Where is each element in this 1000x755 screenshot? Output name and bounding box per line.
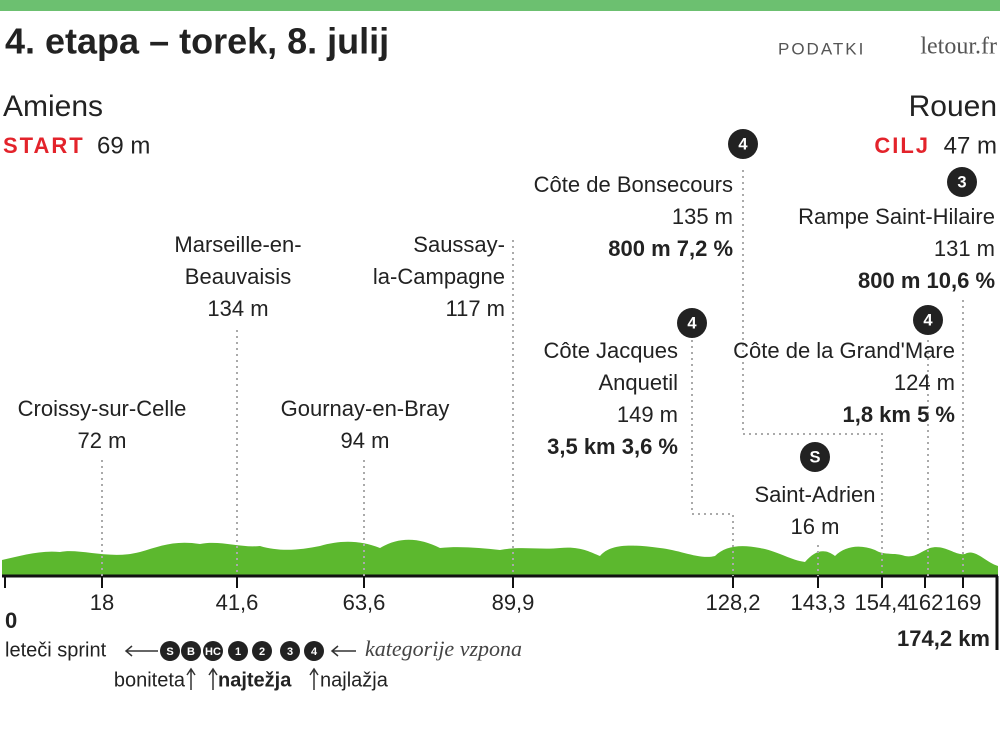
point-climb: 3,5 km 3,6 % — [547, 434, 678, 459]
point-elevation: 131 m — [934, 236, 995, 261]
point-climb: 800 m 7,2 % — [608, 236, 733, 261]
category-badge — [181, 641, 201, 661]
point-name: Côte de la Grand'Mare — [733, 338, 955, 363]
category-label: 2 — [259, 646, 265, 658]
point-elevation: 149 m — [617, 402, 678, 427]
source: letour.fr — [920, 34, 997, 60]
km-label: 18 — [90, 590, 114, 615]
legend-bonus: boniteta — [114, 669, 186, 691]
category-badge — [800, 442, 830, 472]
km-label: 63,6 — [343, 590, 386, 615]
km-label: 41,6 — [216, 590, 259, 615]
point-elevation: 117 m — [445, 296, 505, 321]
point-elevation: 134 m — [207, 296, 268, 321]
category-badge — [280, 641, 300, 661]
legend-easiest: najlažja — [320, 669, 389, 691]
point-elevation: 135 m — [672, 204, 733, 229]
start-label: START — [3, 133, 85, 158]
category-label: 4 — [311, 646, 318, 658]
km-label: 143,3 — [790, 590, 845, 615]
km-label: 169 — [945, 590, 982, 615]
category-badge — [160, 641, 180, 661]
category-label: B — [187, 646, 195, 658]
category-label: 4 — [923, 311, 933, 329]
finish-elevation: 47 m — [944, 132, 997, 159]
km-label: 89,9 — [492, 590, 535, 615]
category-label: S — [809, 448, 820, 466]
legend-arrows — [124, 645, 356, 690]
point-elevation: 124 m — [894, 370, 955, 395]
point-name: Saint-Adrien — [754, 482, 875, 507]
legend-categories: kategorije vzpona — [365, 636, 522, 661]
point-name: la-Campagne — [373, 264, 505, 289]
legend-sprint: leteči sprint — [5, 639, 107, 661]
km-label: 154,4 — [854, 590, 909, 615]
category-badge — [677, 308, 707, 338]
category-badge — [728, 129, 758, 159]
point-elevation: 72 m — [78, 428, 127, 453]
category-badge — [252, 641, 272, 661]
category-label: 4 — [738, 135, 748, 153]
point-name: Rampe Saint-Hilaire — [798, 204, 995, 229]
category-label: S — [166, 646, 173, 658]
finish-label: CILJ — [874, 133, 930, 158]
category-badge — [203, 641, 223, 661]
point-name: Gournay-en-Bray — [281, 396, 450, 421]
category-badge — [913, 305, 943, 335]
point-climb: 1,8 km 5 % — [842, 402, 955, 427]
point-name: Côte Jacques — [543, 338, 678, 363]
category-label: 3 — [287, 646, 293, 658]
top-bar — [0, 0, 1000, 11]
category-label: 1 — [235, 646, 241, 658]
point-elevation: 16 m — [791, 514, 840, 539]
point-name: Anquetil — [598, 370, 678, 395]
leader-line — [691, 340, 734, 576]
total-distance: 174,2 km — [897, 626, 990, 651]
start-city: Amiens — [3, 90, 103, 123]
point-name: Côte de Bonsecours — [534, 172, 733, 197]
category-label: 3 — [957, 173, 966, 191]
finish-city: Rouen — [909, 90, 997, 123]
point-climb: 800 m 10,6 % — [858, 268, 995, 293]
category-badge — [304, 641, 324, 661]
km-start: 0 — [5, 608, 17, 633]
source-label: PODATKI — [778, 39, 865, 58]
category-badge — [947, 167, 977, 197]
point-elevation: 94 m — [341, 428, 390, 453]
leader-line — [742, 170, 883, 576]
title: 4. etapa – torek, 8. julij — [5, 21, 389, 62]
km-label: 162 — [907, 590, 944, 615]
category-label: HC — [205, 646, 221, 658]
point-name: Croissy-sur-Celle — [18, 396, 187, 421]
point-name: Marseille-en- — [174, 232, 301, 257]
category-badge — [228, 641, 248, 661]
profile — [2, 539, 998, 576]
legend-hardest: najtežja — [218, 669, 292, 691]
category-label: 4 — [687, 314, 697, 332]
point-name: Beauvaisis — [185, 264, 291, 289]
km-label: 128,2 — [705, 590, 760, 615]
start-elevation: 69 m — [97, 132, 150, 159]
point-name: Saussay- — [413, 232, 505, 257]
